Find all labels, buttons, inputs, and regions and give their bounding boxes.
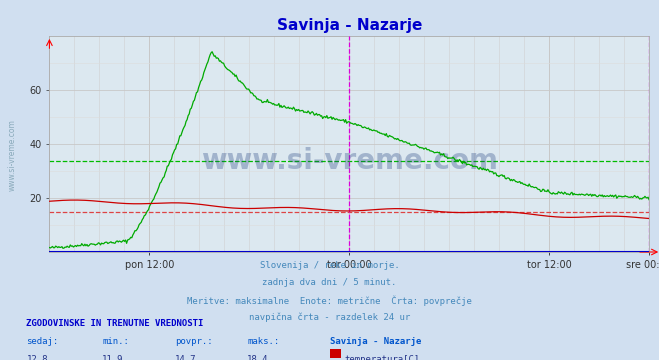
- Text: Slovenija / reke in morje.: Slovenija / reke in morje.: [260, 261, 399, 270]
- Title: Savinja - Nazarje: Savinja - Nazarje: [277, 18, 422, 33]
- Text: 12,8: 12,8: [26, 355, 48, 360]
- Text: zadnja dva dni / 5 minut.: zadnja dva dni / 5 minut.: [262, 278, 397, 287]
- Text: ZGODOVINSKE IN TRENUTNE VREDNOSTI: ZGODOVINSKE IN TRENUTNE VREDNOSTI: [26, 319, 204, 328]
- Text: 14,7: 14,7: [175, 355, 196, 360]
- Text: povpr.:: povpr.:: [175, 337, 212, 346]
- Text: min.:: min.:: [102, 337, 129, 346]
- Text: sedaj:: sedaj:: [26, 337, 59, 346]
- Text: www.si-vreme.com: www.si-vreme.com: [201, 147, 498, 175]
- Text: www.si-vreme.com: www.si-vreme.com: [8, 119, 17, 191]
- Text: navpična črta - razdelek 24 ur: navpična črta - razdelek 24 ur: [249, 313, 410, 322]
- Text: 18,4: 18,4: [247, 355, 269, 360]
- Text: 11,9: 11,9: [102, 355, 124, 360]
- Text: Meritve: maksimalne  Enote: metrične  Črta: povprečje: Meritve: maksimalne Enote: metrične Črta…: [187, 296, 472, 306]
- Text: Savinja - Nazarje: Savinja - Nazarje: [330, 337, 421, 346]
- Text: maks.:: maks.:: [247, 337, 279, 346]
- Text: temperatura[C]: temperatura[C]: [344, 355, 419, 360]
